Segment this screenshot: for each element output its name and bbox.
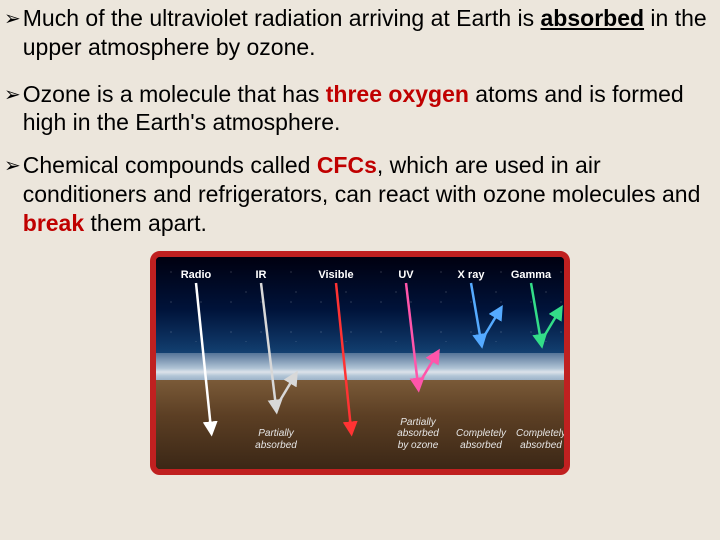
bullet-arrow-icon: ➢ (4, 83, 21, 138)
bullet-arrow-icon: ➢ (4, 154, 21, 237)
emphasis-cfcs: CFCs (317, 152, 377, 178)
bullet-arrow-icon: ➢ (4, 7, 21, 62)
em-spectrum-diagram: RadioIRPartiallyabsorbedVisibleUVPartial… (150, 251, 570, 475)
bullet-2: ➢ Ozone is a molecule that has three oxy… (0, 76, 720, 142)
bullet-1-text: Much of the ultraviolet radiation arrivi… (23, 4, 712, 62)
text-fragment: Ozone is a molecule that has (23, 81, 326, 107)
bullet-2-text: Ozone is a molecule that has three oxyge… (23, 80, 712, 138)
emphasis-break: break (23, 210, 84, 236)
band-ray (156, 257, 570, 469)
text-fragment: them apart. (84, 210, 207, 236)
emphasis-three-oxygen: three oxygen (326, 81, 469, 107)
text-fragment: Much of the ultraviolet radiation arrivi… (23, 5, 541, 31)
emphasis-absorbed: absorbed (541, 5, 645, 31)
bullet-3: ➢ Chemical compounds called CFCs, which … (0, 147, 720, 241)
text-fragment: Chemical compounds called (23, 152, 317, 178)
bullet-3-text: Chemical compounds called CFCs, which ar… (23, 151, 712, 237)
bullet-1: ➢ Much of the ultraviolet radiation arri… (0, 0, 720, 66)
